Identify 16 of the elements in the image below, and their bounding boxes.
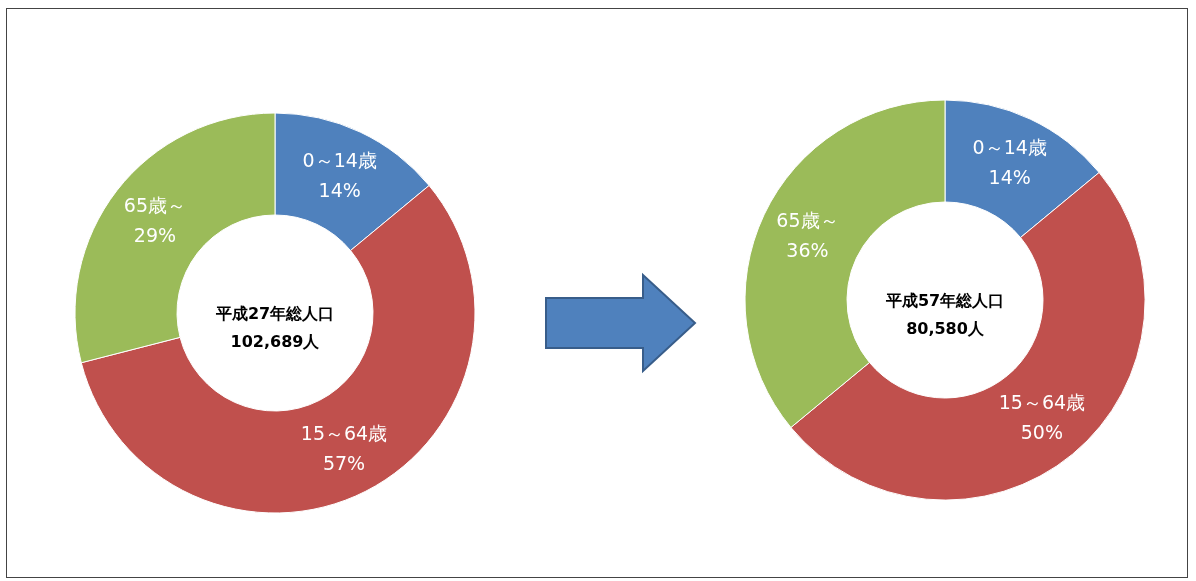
text: 平成27年総人口 [214,303,335,323]
slice-label: 65歳～ [123,193,186,216]
data-label: 14% [988,166,1031,189]
slice-label: 65歳～ [776,209,839,232]
data-label: 14% [318,179,361,202]
data-label: 50% [1020,421,1064,444]
text: 102,689人 [230,331,321,351]
slice-label: 0～14歳 [972,136,1047,159]
data-label: 36% [786,239,829,262]
data-label: 29% [133,223,177,246]
slice-label: 0～14歳 [302,149,377,172]
text: 80,580人 [906,318,985,338]
slice-label: 15～64歳 [300,422,388,445]
data-label: 57% [322,452,366,475]
text: 平成57年総人口 [884,290,1005,310]
slice-label: 15～64歳 [998,391,1086,414]
